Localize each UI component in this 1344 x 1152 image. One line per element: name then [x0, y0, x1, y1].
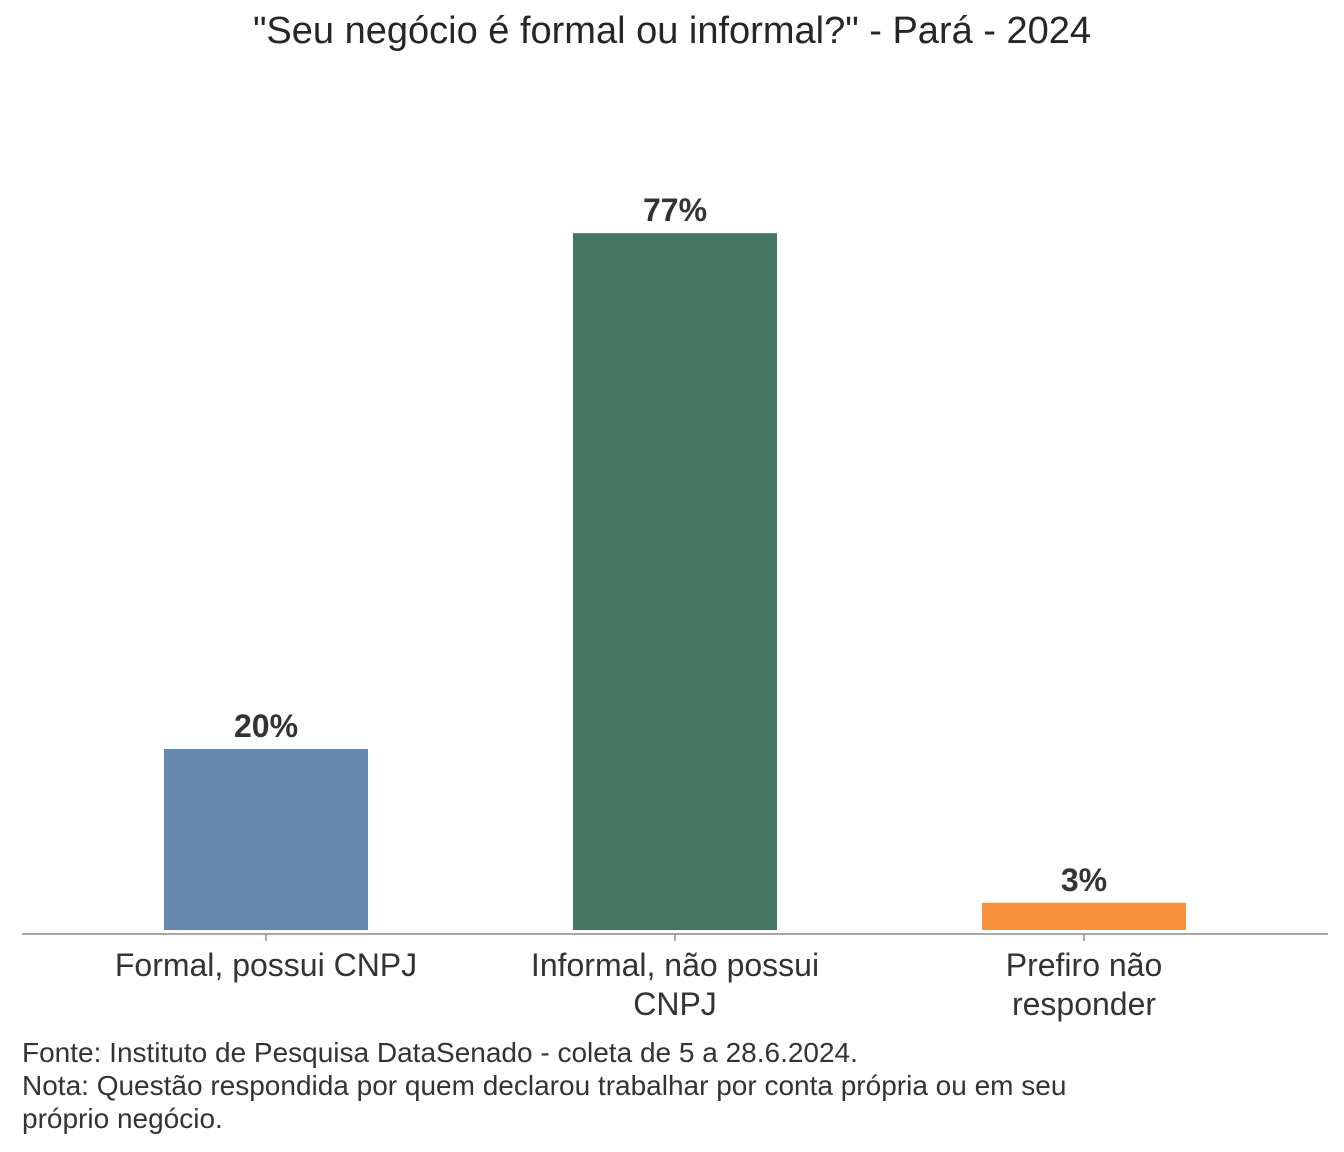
bar-value-label-2: 77%: [643, 192, 707, 228]
category-label-1-line-1: Formal, possui CNPJ: [115, 947, 417, 983]
x-axis-ticks: [265, 934, 1085, 941]
bar-1: [164, 749, 368, 930]
note-line-2: próprio negócio.: [22, 1103, 223, 1134]
bar-value-label-1: 20%: [234, 708, 298, 744]
bars-layer: [164, 233, 1186, 930]
source-note: Fonte: Instituto de Pesquisa DataSenado …: [22, 1037, 858, 1068]
category-label-3-line-1: Prefiro não: [1006, 947, 1163, 983]
category-label-3-line-2: responder: [1012, 986, 1156, 1022]
bar-chart: 20% Formal, possui CNPJ 77% Informal, não p…: [22, 192, 1328, 1022]
footnotes: Fonte: Instituto de Pesquisa DataSenado …: [22, 1036, 1322, 1135]
category-label-2: Informal, não possui CNPJ: [531, 947, 819, 1022]
category-label-2-line-1: Informal, não possui: [531, 947, 819, 983]
bar-value-label-3: 3%: [1061, 862, 1107, 898]
chart-title: "Seu negócio é formal ou informal?" - Pa…: [252, 10, 1092, 52]
note-line-1: Nota: Questão respondida por quem declar…: [22, 1070, 1067, 1101]
category-label-3: Prefiro não responder: [1006, 947, 1163, 1022]
category-label-1: Formal, possui CNPJ: [115, 947, 417, 983]
category-label-2-line-2: CNPJ: [633, 986, 717, 1022]
bar-3: [982, 902, 1186, 930]
bar-2: [573, 233, 777, 930]
labels-layer: 20% Formal, possui CNPJ 77% Informal, não p…: [115, 192, 1162, 1022]
